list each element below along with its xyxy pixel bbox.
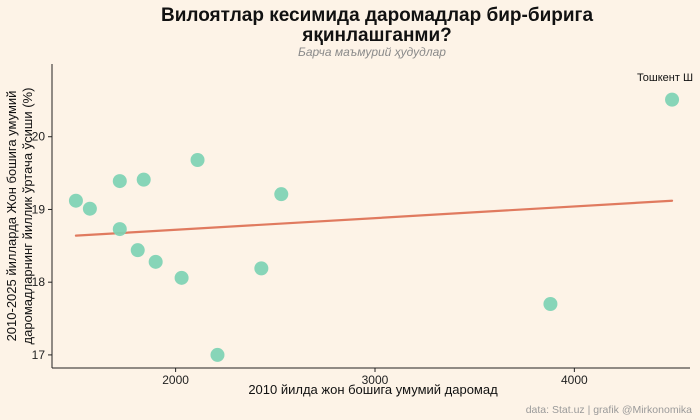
- x-tick-label: 3000: [362, 373, 389, 387]
- scatter-point: [68, 193, 83, 208]
- scatter-point: [130, 243, 145, 258]
- chart-title-line2: яқинлашганми?: [301, 25, 452, 46]
- scatter-point: [112, 174, 127, 189]
- scatter-point: [112, 222, 127, 237]
- scatter-point: [190, 153, 205, 167]
- source-caption: data: Stat.uz | grafik @Mirkonomika: [526, 404, 692, 416]
- annotation-label: Тошкент Ш: [637, 72, 693, 84]
- x-tick-label: 4000: [561, 373, 588, 387]
- y-tick-label: 18: [32, 275, 46, 289]
- y-tick-label: 19: [32, 202, 46, 216]
- y-axis-label-group: 2010-2025 йилларда Жон бошига умумий дар…: [4, 88, 35, 345]
- scatter-point: [254, 261, 269, 276]
- scatter-point: [82, 201, 97, 216]
- trend-layer: [74, 199, 674, 237]
- trend-line: [74, 199, 674, 237]
- scatter-point: [174, 270, 189, 285]
- x-axis-label: 2010 йилда жон бошига умумий даромад: [248, 382, 498, 397]
- y-axis-label-line1: 2010-2025 йилларда Жон бошига умумий: [4, 91, 19, 342]
- axis-ticks: 2000 3000 4000 17 18 19 20: [32, 130, 588, 387]
- scatter-point: [210, 347, 225, 362]
- chart-subtitle: Барча маъмурий ҳудудлар: [298, 45, 446, 59]
- scatter-point: [665, 92, 680, 107]
- y-tick-label: 17: [32, 348, 46, 362]
- y-axis-label-line2: даромадларнинг йиллик ўртача ўсиши (%): [20, 88, 35, 345]
- scatter-point: [274, 187, 289, 202]
- chart-title-line1: Вилоятлар кесимида даромадлар бир-бирига: [161, 5, 593, 26]
- x-tick-label: 2000: [162, 373, 189, 387]
- scatter-point: [543, 297, 558, 311]
- points-layer: [68, 92, 680, 362]
- scatter-point: [136, 172, 151, 187]
- y-tick-label: 20: [32, 130, 46, 144]
- scatter-point: [148, 254, 163, 269]
